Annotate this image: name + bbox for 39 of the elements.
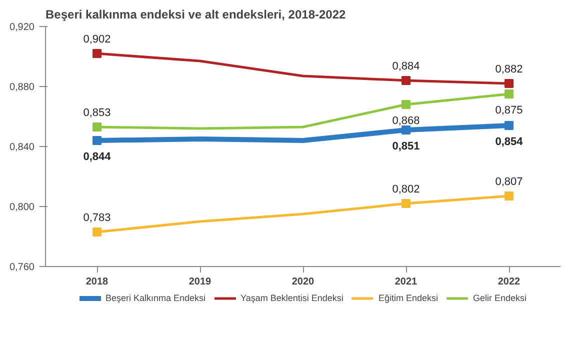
x-tick-label: 2021 [394, 276, 418, 288]
x-tick-label: 2022 [498, 276, 521, 288]
data-label: 0,884 [392, 60, 420, 72]
data-label: 0,853 [83, 106, 111, 119]
data-label: 0,854 [495, 136, 524, 148]
point [504, 192, 514, 200]
data-label: 0,868 [392, 114, 420, 127]
legend-label: Beşeri Kalkınma Endeksi [106, 293, 206, 303]
data-label: 0,851 [392, 140, 420, 152]
point [92, 49, 102, 58]
point [92, 136, 102, 145]
y-tick-label: 0,760 [9, 262, 35, 273]
data-label: 0,783 [83, 212, 111, 224]
chart-title: Beşeri kalkınma endeksi ve alt endeksleri, 2018-2022 [46, 8, 346, 22]
legend-label: Yaşam Beklentisi Endeksi [240, 293, 344, 303]
point [504, 121, 514, 130]
data-label: 0,807 [495, 176, 523, 188]
legend-label: Gelir Endeksi [472, 293, 526, 303]
point [504, 79, 514, 88]
point [92, 228, 102, 236]
point [402, 199, 410, 208]
data-label: 0,802 [392, 183, 420, 196]
y-tick-label: 0,800 [9, 202, 35, 213]
data-label: 0,882 [495, 63, 523, 76]
data-label: 0,902 [83, 33, 111, 46]
data-label: 0,875 [495, 104, 523, 116]
x-tick-label: 2019 [188, 276, 212, 288]
point [402, 76, 410, 85]
y-tick-label: 0,920 [9, 22, 35, 33]
x-tick-label: 2020 [292, 276, 315, 288]
y-tick-label: 0,880 [9, 82, 35, 93]
point [402, 100, 410, 109]
y-tick-label: 0,840 [9, 142, 35, 153]
point [402, 126, 410, 134]
legend-label: Eğitim Endeksi [378, 293, 438, 303]
x-tick-label: 2018 [86, 276, 109, 288]
point [504, 90, 514, 98]
point [92, 122, 102, 132]
data-label: 0,844 [83, 150, 112, 163]
